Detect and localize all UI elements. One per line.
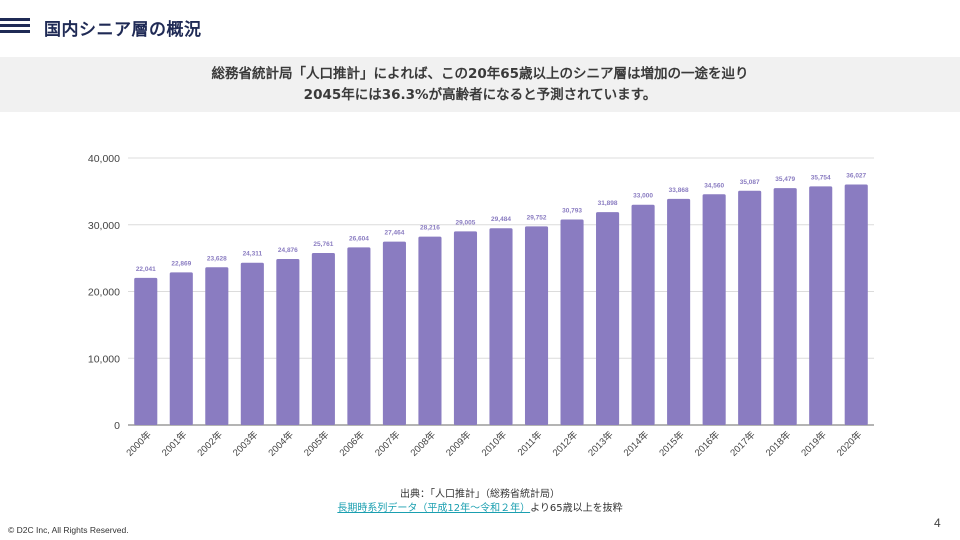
bar: [418, 236, 442, 425]
data-label: 31,898: [598, 200, 618, 207]
copyright: © D2C Inc, All Rights Reserved.: [8, 525, 129, 535]
data-label: 26,604: [349, 235, 369, 242]
data-label: 27,464: [384, 230, 404, 237]
hamburger-icon: [0, 18, 30, 34]
bar: [240, 262, 264, 425]
bar: [844, 184, 868, 425]
bar: [276, 258, 300, 425]
bar: [773, 188, 797, 425]
bar: [134, 277, 158, 425]
bar: [311, 253, 335, 425]
data-label: 22,869: [171, 260, 191, 267]
x-tick-label: 2003年: [230, 428, 261, 459]
data-label: 22,041: [136, 266, 156, 273]
y-tick-label: 10,000: [88, 353, 120, 365]
data-label: 36,027: [846, 173, 866, 180]
bar: [453, 231, 478, 425]
bar: [382, 241, 406, 425]
bar: [524, 226, 549, 425]
page-title: 国内シニア層の概況: [44, 20, 202, 40]
summary-banner: 総務省統計局「人口推計」によれば、この20年65歳以上のシニア層は増加の一途を辿…: [0, 57, 960, 112]
x-tick-label: 2018年: [763, 428, 794, 459]
x-tick-label: 2009年: [443, 428, 474, 459]
y-tick-label: 0: [114, 420, 120, 432]
data-label: 33,868: [669, 187, 689, 194]
y-tick-label: 40,000: [88, 153, 120, 165]
bar: [489, 228, 513, 425]
summary-line-2: 2045年には36.3%が高齢者になると予測されています。: [303, 87, 657, 103]
data-label: 35,087: [740, 179, 760, 186]
bar: [596, 212, 620, 425]
bar: [169, 272, 193, 425]
data-label: 24,876: [278, 247, 298, 254]
source-line-1: 出典：「人口推計」（総務省統計局）: [400, 489, 560, 500]
source-note: 出典：「人口推計」（総務省統計局） 長期時系列データ（平成12年～令和２年）より…: [0, 488, 960, 516]
data-label: 35,479: [775, 176, 795, 183]
bar: [809, 186, 833, 425]
data-label: 29,005: [456, 219, 476, 226]
x-tick-label: 2004年: [266, 428, 297, 459]
bar: [667, 198, 691, 425]
x-tick-label: 2012年: [550, 428, 581, 459]
data-label: 33,000: [633, 193, 653, 200]
x-tick-label: 2007年: [372, 428, 403, 459]
source-line-2: 長期時系列データ（平成12年～令和２年）より65歳以上を抜粋: [0, 502, 960, 516]
data-label: 28,216: [420, 225, 440, 232]
x-tick-label: 2006年: [337, 428, 368, 459]
bar: [631, 204, 655, 425]
x-tick-label: 2016年: [692, 428, 723, 459]
bar: [347, 247, 371, 425]
data-label: 25,761: [313, 241, 333, 248]
x-tick-label: 2011年: [515, 428, 545, 458]
data-label: 23,628: [207, 255, 227, 262]
bar: [702, 194, 726, 425]
y-tick-label: 20,000: [88, 287, 120, 299]
data-label: 30,793: [562, 207, 582, 214]
x-tick-label: 2013年: [586, 428, 617, 459]
x-tick-label: 2015年: [657, 428, 688, 459]
data-label: 29,752: [527, 214, 547, 221]
x-tick-label: 2001年: [159, 428, 190, 459]
x-tick-label: 2019年: [799, 428, 830, 459]
bar: [738, 190, 762, 425]
summary-line-1: 総務省統計局「人口推計」によれば、この20年65歳以上のシニア層は増加の一途を辿…: [211, 66, 749, 82]
data-label: 24,311: [243, 251, 263, 258]
x-tick-label: 2020年: [834, 428, 865, 459]
bar: [560, 219, 584, 425]
x-tick-label: 2017年: [728, 428, 759, 459]
x-tick-label: 2008年: [408, 428, 439, 459]
x-tick-label: 2005年: [301, 428, 332, 459]
x-tick-label: 2014年: [621, 428, 652, 459]
page-number: 4: [934, 516, 941, 530]
source-link[interactable]: 長期時系列データ（平成12年～令和２年）: [337, 503, 531, 514]
data-label: 34,560: [704, 182, 724, 189]
data-label: 29,484: [491, 216, 511, 223]
x-tick-label: 2010年: [479, 428, 510, 459]
y-tick-label: 30,000: [88, 220, 120, 232]
x-tick-label: 2000年: [124, 428, 155, 459]
source-suffix: より65歳以上を抜粋: [530, 503, 623, 514]
x-tick-label: 2002年: [195, 428, 226, 459]
bar-chart: 0 10,000 20,000 30,000 40,000 22,041 2000年 22,8…: [88, 153, 874, 459]
bar: [205, 267, 229, 425]
data-label: 35,754: [811, 174, 831, 181]
